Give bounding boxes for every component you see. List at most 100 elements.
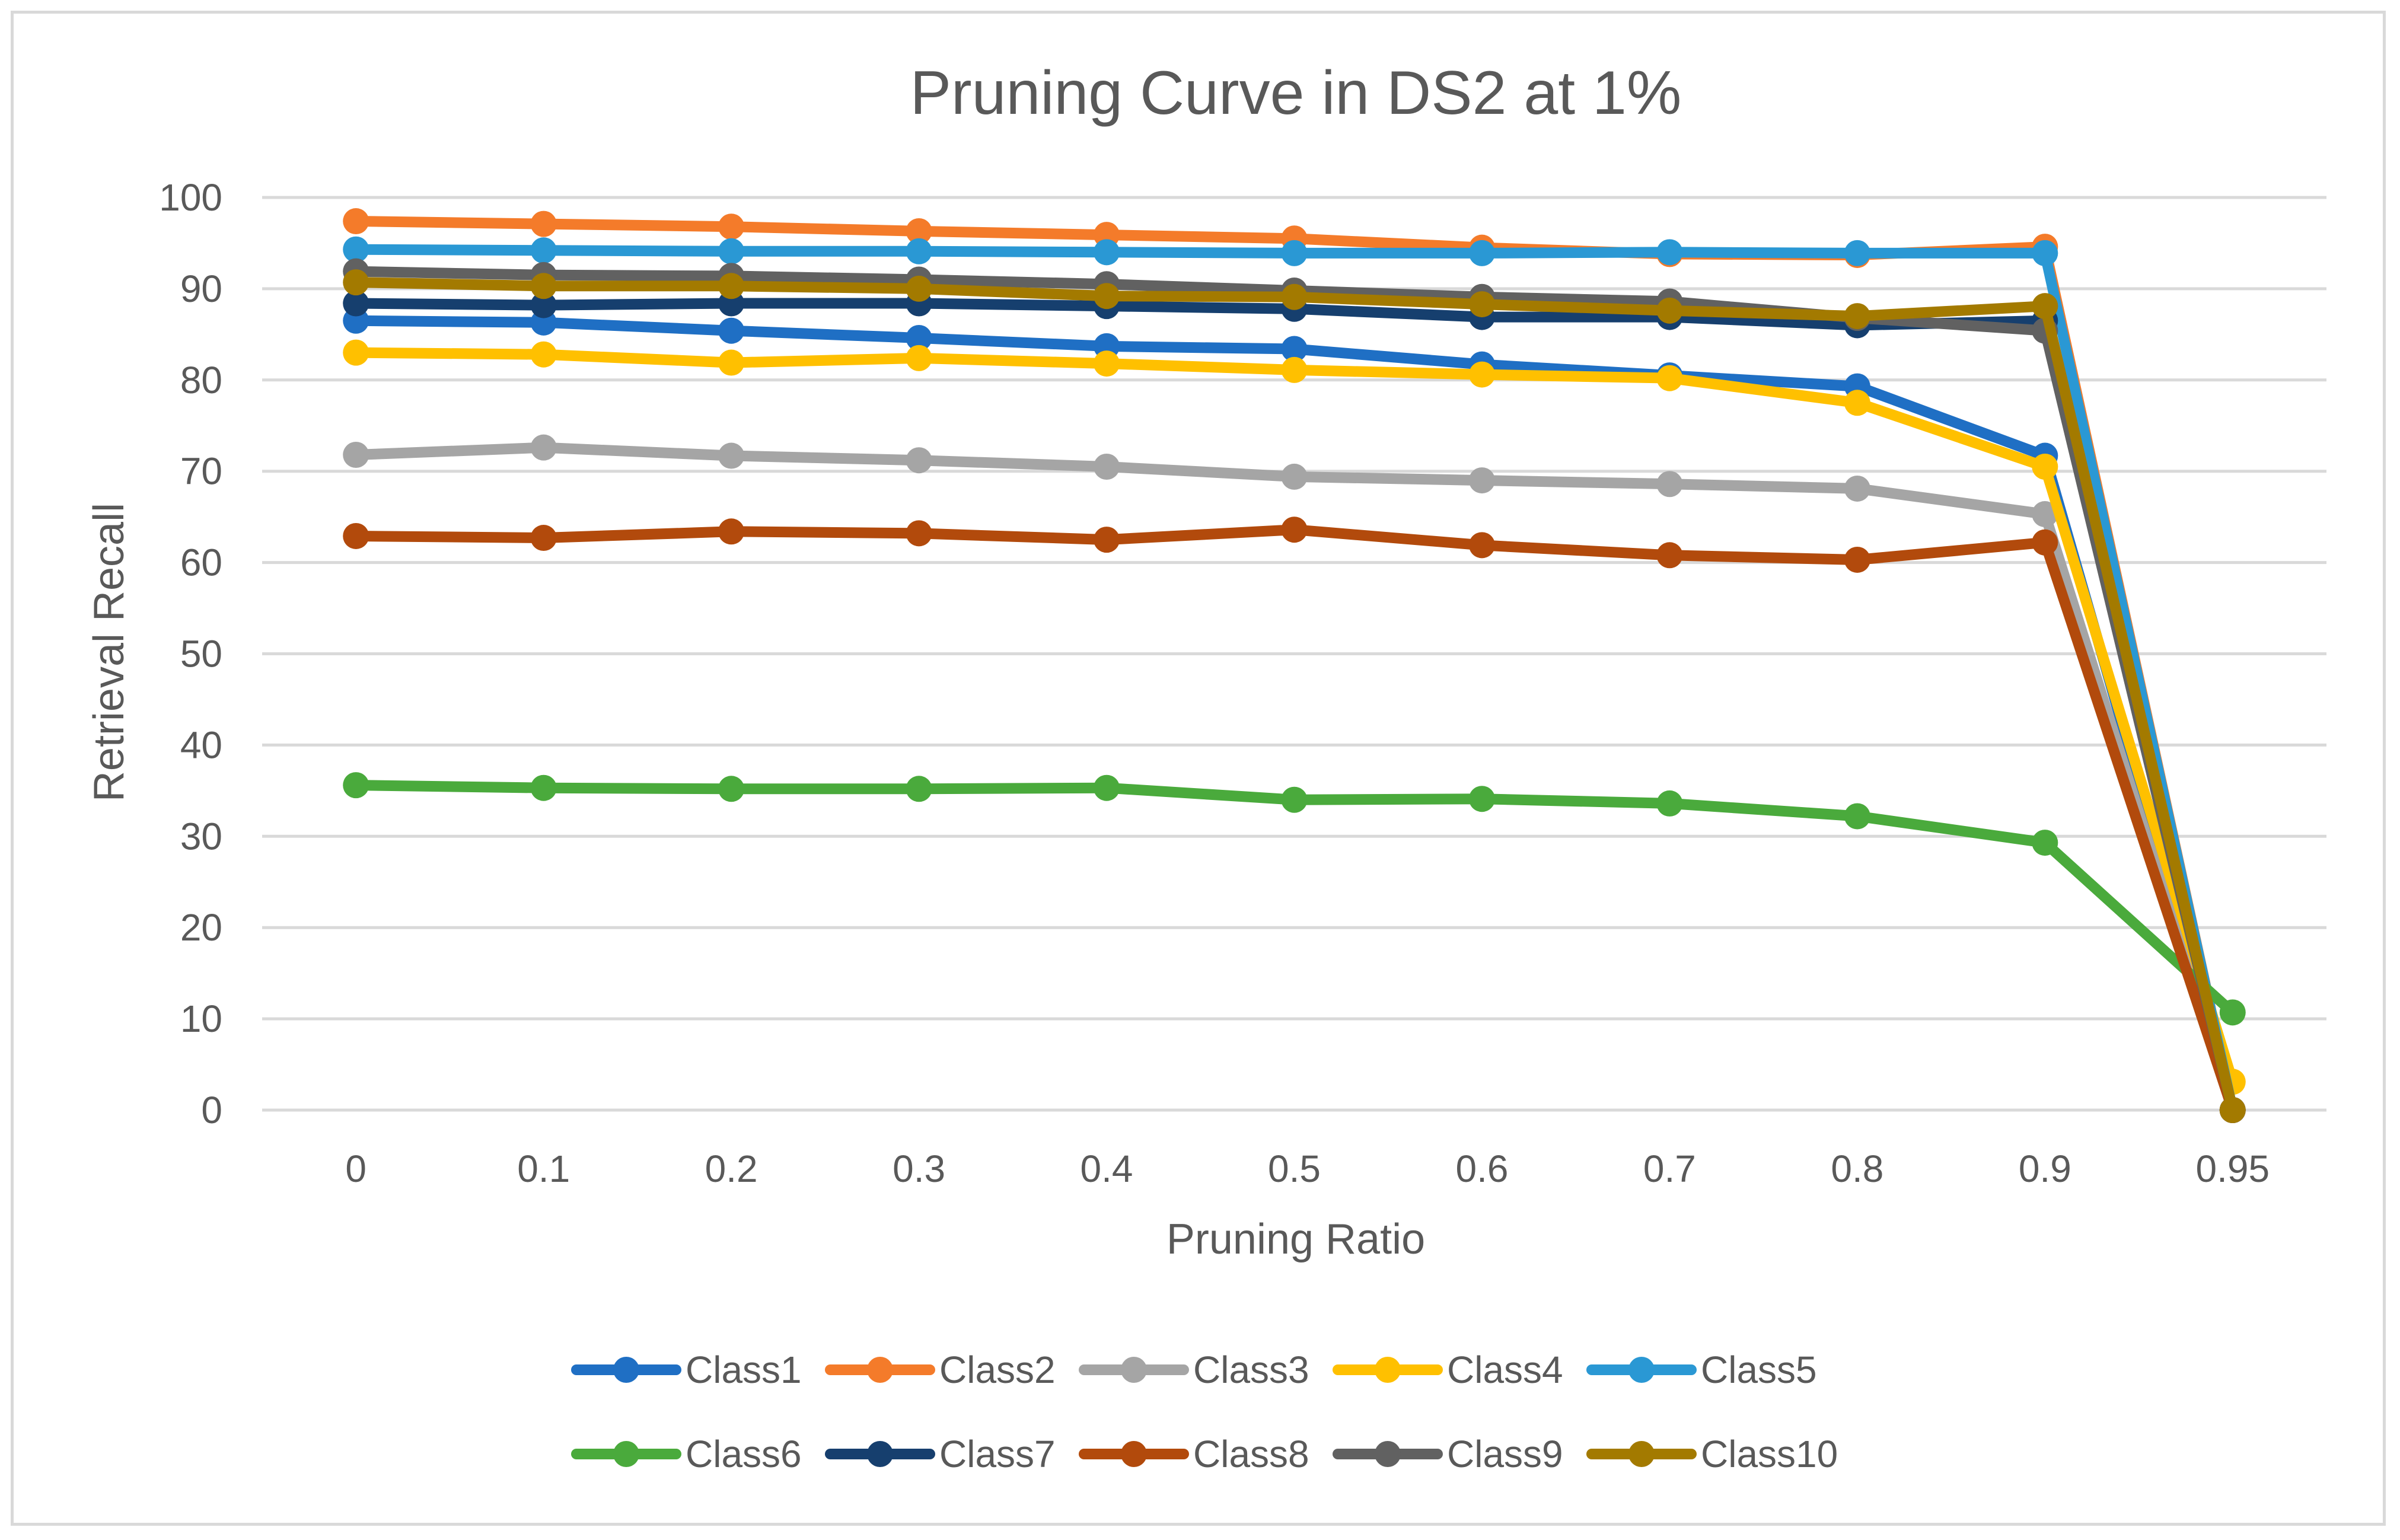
data-point <box>1656 790 1683 817</box>
x-tick-label: 0.2 <box>705 1147 758 1190</box>
data-point <box>343 290 369 317</box>
data-point <box>530 774 557 801</box>
y-tick-label: 30 <box>180 815 222 857</box>
data-point <box>1281 786 1308 813</box>
data-point <box>2219 1097 2246 1123</box>
data-point <box>1656 239 1683 266</box>
legend-item-class8: Class8 <box>1079 1433 1309 1475</box>
series-line-class10 <box>350 277 2238 1115</box>
data-point <box>906 325 932 352</box>
data-point <box>1656 365 1683 391</box>
legend-label: Class1 <box>686 1348 802 1391</box>
data-point <box>718 442 745 469</box>
legend: Class1 Class2 Class3 Class4 Class5 Class6 Clas… <box>571 1348 1838 1475</box>
data-point <box>530 434 557 461</box>
y-tick-label: 40 <box>180 723 222 766</box>
data-point <box>906 520 932 547</box>
data-point <box>1094 454 1120 480</box>
data-point <box>1844 546 1870 573</box>
data-point <box>1468 291 1495 318</box>
series-line-class8 <box>350 524 2238 1115</box>
data-point <box>1468 786 1495 812</box>
data-point <box>906 275 932 302</box>
y-tick-label: 10 <box>180 997 222 1040</box>
data-point <box>2032 240 2058 266</box>
data-point <box>1094 350 1120 377</box>
data-point <box>343 522 369 549</box>
legend-swatch-marker <box>867 1441 893 1467</box>
data-point <box>1281 516 1308 543</box>
data-point <box>1656 542 1683 569</box>
data-point <box>1468 240 1495 266</box>
x-tick-label: 0 <box>345 1147 366 1190</box>
x-tick-label: 0.7 <box>1643 1147 1696 1190</box>
x-tick-label: 0.4 <box>1081 1147 1133 1190</box>
legend-label: Class3 <box>1193 1348 1309 1391</box>
legend-item-class1: Class1 <box>571 1348 802 1391</box>
data-point <box>343 441 369 468</box>
data-point <box>530 341 557 368</box>
legend-swatch-marker <box>867 1357 893 1383</box>
data-point <box>718 238 745 264</box>
x-tick-label: 0.9 <box>2019 1147 2071 1190</box>
series-class9 <box>343 258 2246 1123</box>
x-tick-label: 0.5 <box>1268 1147 1321 1190</box>
data-point <box>1281 240 1308 266</box>
data-point <box>1844 475 1870 502</box>
data-point <box>718 518 745 545</box>
legend-label: Class9 <box>1447 1433 1563 1475</box>
series-class1 <box>343 307 2246 1123</box>
data-point <box>343 339 369 366</box>
legend-item-class3: Class3 <box>1079 1348 1309 1391</box>
x-axis-ticks: 0 0.1 0.2 0.3 0.4 0.5 0.6 0.7 0.8 0.9 0.95 <box>345 1147 2270 1190</box>
chart-frame <box>11 11 2386 1526</box>
legend-label: Class2 <box>939 1348 1056 1391</box>
data-point <box>1281 356 1308 383</box>
x-tick-label: 0.95 <box>2195 1147 2270 1190</box>
x-tick-label: 0.6 <box>1455 1147 1508 1190</box>
data-point <box>718 776 745 802</box>
data-point <box>1094 527 1120 553</box>
legend-item-class10: Class10 <box>1586 1433 1838 1475</box>
data-point <box>1844 390 1870 416</box>
x-tick-label: 0.1 <box>517 1147 570 1190</box>
data-point <box>1656 297 1683 324</box>
y-axis-ticks: 0 10 20 30 40 50 60 70 80 90 100 <box>159 176 222 1131</box>
legend-item-class6: Class6 <box>571 1433 802 1475</box>
y-axis-title: Retrieval Recall <box>85 503 133 802</box>
data-point <box>718 213 745 240</box>
data-point <box>530 292 557 318</box>
data-point <box>2032 501 2058 528</box>
data-point <box>2032 830 2058 856</box>
series-class8 <box>343 516 2246 1123</box>
legend-swatch-marker <box>1628 1357 1655 1383</box>
data-point <box>1281 283 1308 310</box>
data-point <box>1844 240 1870 266</box>
series-class5 <box>343 236 2246 1123</box>
data-point <box>2032 454 2058 480</box>
y-tick-label: 60 <box>180 541 222 584</box>
legend-swatch-marker <box>1121 1441 1147 1467</box>
legend-item-class5: Class5 <box>1586 1348 1817 1391</box>
data-point <box>1656 471 1683 498</box>
plot-area <box>343 208 2246 1123</box>
series-line-class9 <box>350 266 2238 1115</box>
data-point <box>530 525 557 551</box>
data-point <box>343 269 369 296</box>
legend-label: Class6 <box>686 1433 802 1475</box>
y-tick-label: 80 <box>180 359 222 401</box>
data-point <box>718 273 745 299</box>
legend-label: Class5 <box>1701 1348 1817 1391</box>
data-point <box>1468 467 1495 494</box>
y-tick-label: 70 <box>180 450 222 493</box>
data-point <box>1468 532 1495 559</box>
y-tick-label: 0 <box>201 1089 222 1131</box>
y-tick-label: 90 <box>180 267 222 310</box>
legend-item-class4: Class4 <box>1333 1348 1563 1391</box>
legend-label: Class8 <box>1193 1433 1309 1475</box>
legend-item-class7: Class7 <box>825 1433 1056 1475</box>
series-line-class4 <box>350 347 2238 1088</box>
data-point <box>2219 999 2246 1026</box>
y-tick-label: 50 <box>180 633 222 675</box>
